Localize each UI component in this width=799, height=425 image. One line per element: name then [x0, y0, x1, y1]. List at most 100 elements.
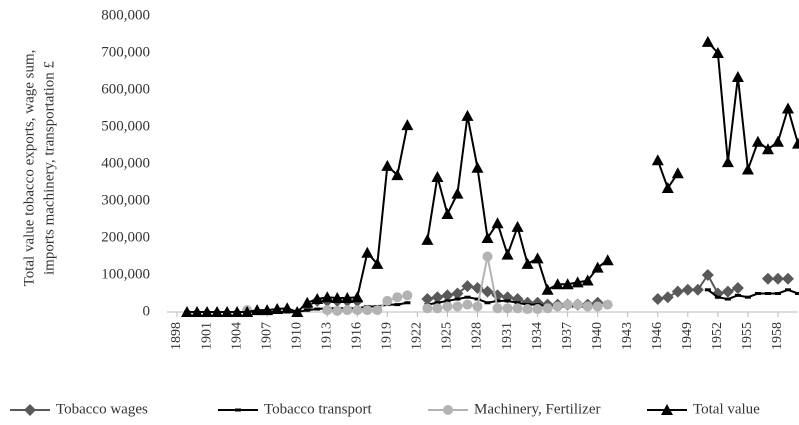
marker: [592, 301, 603, 312]
marker: [332, 305, 343, 316]
marker: [521, 257, 534, 269]
marker: [281, 302, 294, 314]
x-tick-label: 1958: [770, 322, 785, 350]
y-tick-label: 800,000: [101, 7, 150, 23]
marker: [441, 289, 454, 302]
marker: [451, 287, 464, 300]
y-tick-label: 500,000: [101, 118, 150, 134]
marker: [422, 303, 433, 314]
x-tick-label: 1949: [680, 322, 695, 350]
marker: [471, 161, 484, 173]
marker: [572, 299, 583, 310]
marker: [494, 299, 501, 303]
legend-label: Tobacco wages: [56, 401, 148, 417]
marker: [781, 272, 794, 285]
legend-marker: [443, 405, 453, 415]
marker: [701, 269, 714, 281]
marker: [512, 303, 523, 314]
marker: [651, 293, 664, 306]
marker: [432, 303, 443, 314]
x-tick-label: 1952: [710, 322, 725, 350]
legend-marker: [235, 408, 241, 412]
legend-label: Tobacco transport: [264, 401, 372, 417]
x-tick-label: 1937: [560, 322, 575, 350]
marker: [744, 295, 751, 299]
marker: [731, 281, 744, 294]
marker: [371, 257, 384, 269]
marker: [314, 307, 321, 311]
y-tick-label: 300,000: [101, 192, 150, 208]
y-tick-label: 400,000: [101, 155, 150, 171]
marker: [721, 285, 734, 298]
marker: [661, 182, 674, 194]
x-tick-label: 1910: [289, 322, 304, 350]
y-tick-label: 100,000: [101, 266, 150, 282]
marker: [402, 290, 413, 301]
marker: [704, 288, 711, 292]
marker: [382, 295, 393, 306]
legend-label: Machinery, Fertilizer: [474, 401, 600, 417]
x-tick-label: 1931: [500, 322, 515, 350]
marker: [454, 297, 461, 301]
marker: [421, 293, 434, 306]
marker: [321, 291, 334, 303]
marker: [181, 306, 194, 317]
marker: [211, 306, 224, 317]
marker: [441, 207, 454, 219]
marker: [661, 291, 674, 304]
marker: [372, 305, 383, 316]
x-tick-label: 1934: [530, 322, 545, 350]
marker: [221, 306, 234, 317]
y-tick-label: 700,000: [101, 44, 150, 60]
marker: [601, 254, 614, 266]
marker: [502, 303, 513, 314]
marker: [781, 102, 794, 114]
y-axis-label-line: Total value tobacco exports, wage sum,: [21, 50, 37, 287]
marker: [714, 295, 721, 299]
marker: [522, 304, 533, 315]
marker: [342, 305, 353, 316]
x-tick-label: 1916: [350, 322, 365, 350]
marker: [301, 296, 314, 308]
marker: [191, 306, 204, 317]
marker: [481, 285, 494, 298]
x-tick-label: 1901: [199, 322, 214, 350]
marker: [651, 154, 664, 166]
marker: [724, 297, 731, 301]
x-tick-label: 1946: [650, 322, 665, 350]
marker: [671, 285, 684, 298]
marker: [541, 283, 554, 295]
x-tick-label: 1925: [440, 322, 455, 350]
marker: [451, 187, 464, 199]
marker: [341, 291, 354, 303]
marker: [482, 251, 493, 262]
marker: [362, 305, 373, 316]
marker: [352, 305, 363, 316]
marker: [431, 170, 444, 182]
x-tick-label: 1955: [740, 322, 755, 350]
y-axis-label-line: imports machinery, transportation £: [41, 61, 57, 275]
marker: [304, 308, 311, 312]
marker: [671, 167, 684, 179]
marker: [361, 246, 374, 258]
marker: [461, 109, 474, 121]
x-tick-label: 1913: [319, 322, 334, 350]
marker: [472, 301, 483, 312]
marker: [291, 306, 304, 317]
marker: [462, 299, 473, 310]
legend-label: Total value: [693, 401, 760, 417]
marker: [261, 304, 274, 316]
marker: [795, 292, 799, 295]
marker: [741, 163, 754, 175]
marker: [552, 301, 563, 312]
x-tick-label: 1907: [259, 322, 274, 350]
marker: [731, 71, 744, 83]
marker: [771, 272, 784, 285]
marker: [511, 220, 524, 232]
legend-marker: [661, 404, 673, 415]
marker: [602, 299, 613, 310]
marker: [532, 304, 543, 315]
marker: [491, 217, 504, 229]
